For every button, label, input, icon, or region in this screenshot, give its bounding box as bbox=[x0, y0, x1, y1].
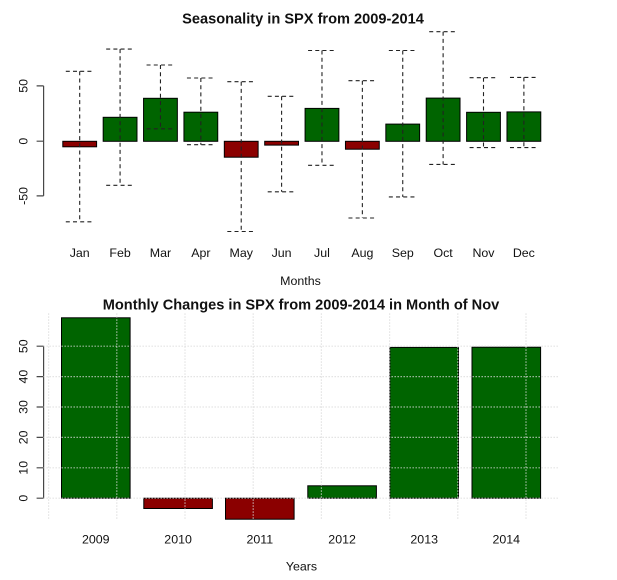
svg-text:Jan: Jan bbox=[70, 246, 90, 260]
svg-text:Nov: Nov bbox=[472, 246, 495, 260]
svg-text:-50: -50 bbox=[16, 187, 30, 205]
svg-text:2010: 2010 bbox=[164, 532, 192, 546]
svg-text:Oct: Oct bbox=[433, 246, 453, 260]
svg-text:Monthly Changes in SPX from 20: Monthly Changes in SPX from 2009-2014 in… bbox=[103, 298, 500, 314]
svg-text:10: 10 bbox=[16, 461, 30, 475]
svg-text:20: 20 bbox=[16, 430, 30, 444]
svg-text:40: 40 bbox=[16, 370, 30, 384]
svg-text:50: 50 bbox=[16, 339, 30, 353]
svg-text:Mar: Mar bbox=[150, 246, 171, 260]
svg-text:2012: 2012 bbox=[328, 532, 356, 546]
svg-text:2009: 2009 bbox=[82, 532, 110, 546]
svg-text:0: 0 bbox=[16, 495, 30, 502]
svg-text:Months: Months bbox=[280, 274, 321, 288]
svg-text:Feb: Feb bbox=[109, 246, 130, 260]
svg-text:0: 0 bbox=[16, 138, 30, 145]
svg-text:2011: 2011 bbox=[246, 532, 273, 546]
svg-text:Sep: Sep bbox=[392, 246, 414, 260]
svg-text:Jul: Jul bbox=[314, 246, 330, 260]
svg-text:Aug: Aug bbox=[351, 246, 373, 260]
svg-text:Dec: Dec bbox=[513, 246, 535, 260]
svg-text:2013: 2013 bbox=[410, 532, 438, 546]
svg-text:Jun: Jun bbox=[272, 246, 292, 260]
svg-text:May: May bbox=[230, 246, 254, 260]
svg-text:30: 30 bbox=[16, 400, 30, 414]
svg-text:Apr: Apr bbox=[191, 246, 210, 260]
svg-text:2014: 2014 bbox=[493, 532, 521, 546]
svg-text:Years: Years bbox=[286, 560, 317, 574]
svg-text:Seasonality in SPX from 2009-2: Seasonality in SPX from 2009-2014 bbox=[182, 12, 425, 28]
svg-text:50: 50 bbox=[16, 79, 30, 93]
